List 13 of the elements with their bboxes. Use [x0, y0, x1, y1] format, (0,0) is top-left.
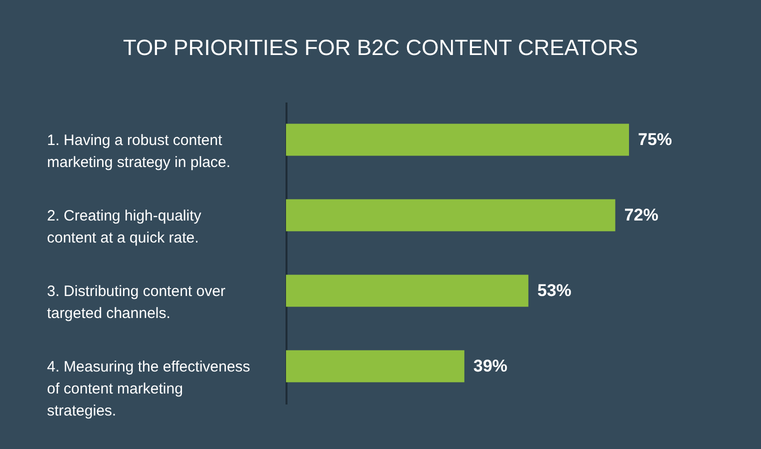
chart-title: TOP PRIORITIES FOR B2C CONTENT CREATORS	[122, 35, 638, 60]
bar	[286, 350, 464, 382]
y-tick-label: 1. Having a robust content marketing strategy in place.	[47, 132, 230, 171]
data-label: 72%	[624, 205, 658, 224]
y-tick-label: 4. Measuring the effectiveness of content marketing strategies.	[47, 358, 250, 420]
data-label: 39%	[473, 356, 508, 376]
bar	[286, 199, 616, 232]
data-label: 75%	[638, 130, 672, 149]
data-label: 53%	[537, 280, 572, 300]
y-tick-label: 2. Creating high-quality content at a quick rate.	[47, 207, 202, 246]
bar	[286, 124, 629, 156]
bar	[286, 274, 528, 307]
y-tick-label: 3. Distributing content over targeted channels.	[47, 282, 226, 322]
